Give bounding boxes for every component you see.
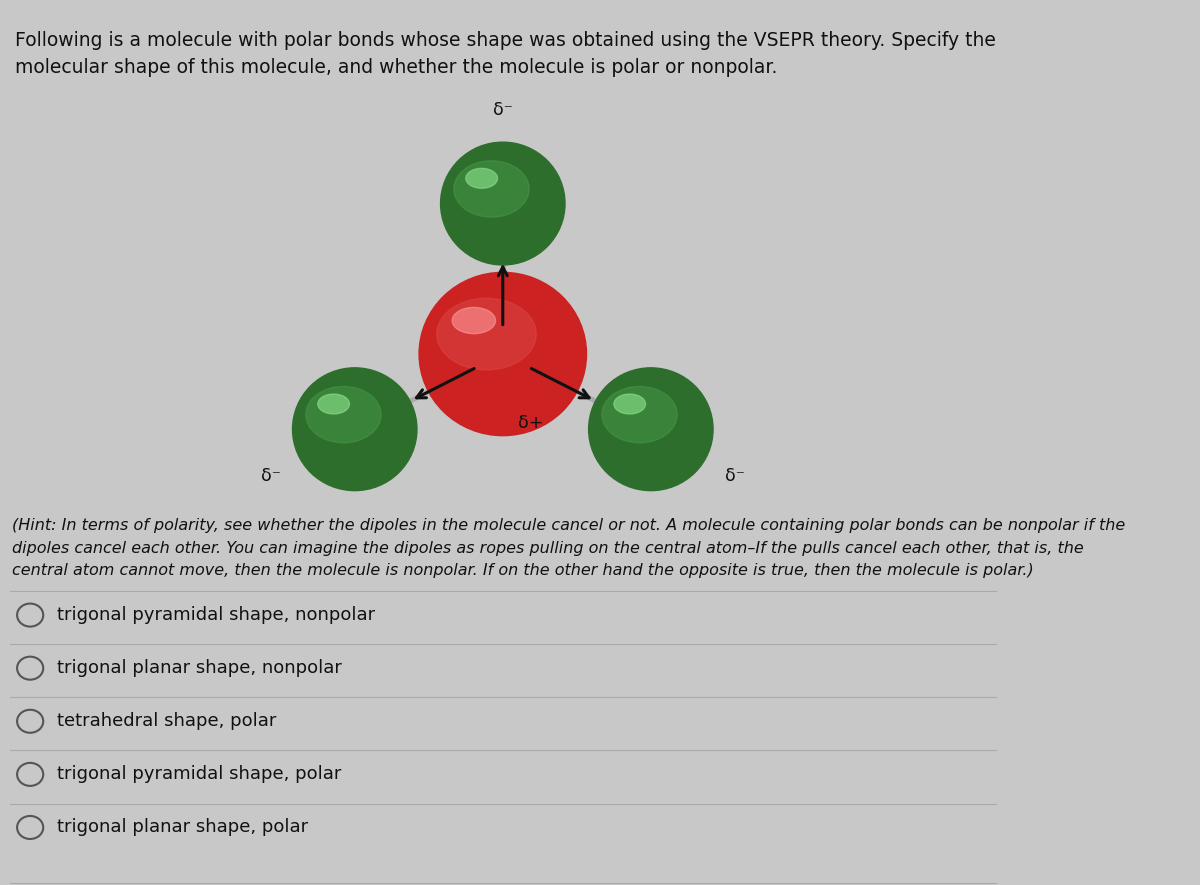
Text: δ+: δ+ (518, 414, 544, 432)
Ellipse shape (419, 273, 587, 435)
Ellipse shape (437, 298, 536, 370)
Text: (Hint: In terms of polarity, see whether the dipoles in the molecule cancel or n: (Hint: In terms of polarity, see whether… (12, 518, 1126, 578)
Ellipse shape (452, 307, 496, 334)
Ellipse shape (602, 387, 677, 442)
Text: tetrahedral shape, polar: tetrahedral shape, polar (58, 712, 277, 730)
Text: δ⁻: δ⁻ (260, 467, 281, 485)
Ellipse shape (466, 168, 498, 189)
Ellipse shape (318, 394, 349, 414)
Text: trigonal pyramidal shape, polar: trigonal pyramidal shape, polar (58, 766, 342, 783)
Text: Following is a molecule with polar bonds whose shape was obtained using the VSEP: Following is a molecule with polar bonds… (16, 31, 996, 77)
Ellipse shape (440, 142, 565, 265)
Text: trigonal planar shape, nonpolar: trigonal planar shape, nonpolar (58, 659, 342, 677)
Text: δ⁻: δ⁻ (725, 467, 745, 485)
Text: δ⁻: δ⁻ (493, 102, 512, 119)
Ellipse shape (589, 368, 713, 490)
Ellipse shape (614, 394, 646, 414)
Text: trigonal pyramidal shape, nonpolar: trigonal pyramidal shape, nonpolar (58, 606, 376, 624)
Ellipse shape (454, 161, 529, 217)
Ellipse shape (293, 368, 416, 490)
Text: trigonal planar shape, polar: trigonal planar shape, polar (58, 819, 308, 836)
Ellipse shape (306, 387, 382, 442)
